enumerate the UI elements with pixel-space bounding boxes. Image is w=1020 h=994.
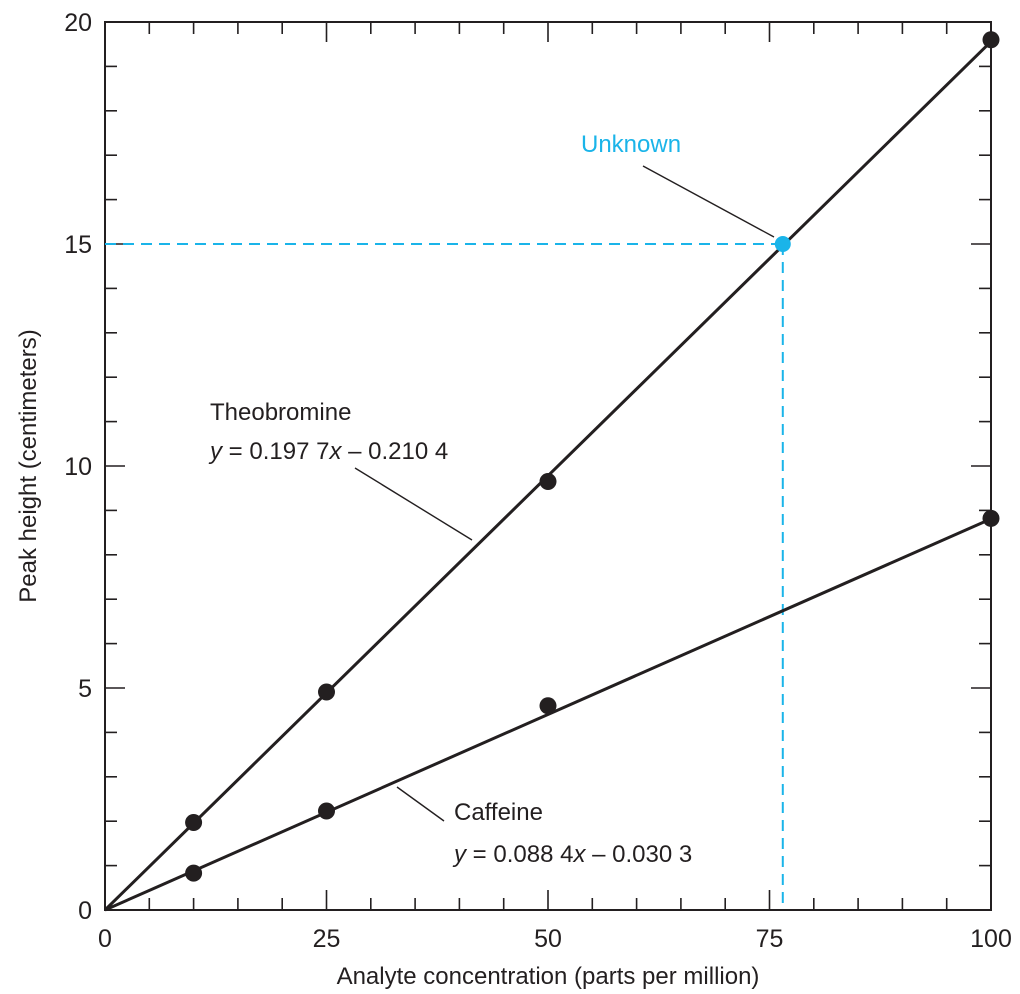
tick-marks bbox=[105, 22, 991, 910]
x-tick-label-25: 25 bbox=[313, 925, 341, 953]
theobromine-label: Theobromine bbox=[210, 399, 351, 426]
y-axis-title: Peak height (centimeters) bbox=[15, 329, 42, 602]
theobromine-point bbox=[185, 814, 203, 832]
y-tick-label-10: 10 bbox=[64, 453, 92, 481]
unknown-leader-line bbox=[642, 165, 775, 238]
theobromine-eq-coef: = 0.197 7 bbox=[222, 438, 329, 465]
caffeine-point bbox=[539, 697, 557, 715]
theobromine-point bbox=[318, 683, 335, 701]
y-tick-label-20: 20 bbox=[64, 9, 92, 37]
unknown-point bbox=[774, 236, 791, 252]
plot-frame bbox=[104, 21, 992, 911]
caffeine-eq-y: y bbox=[452, 841, 468, 868]
caffeine-leader-line bbox=[396, 786, 445, 822]
caffeine-fit-line bbox=[104, 517, 992, 912]
caffeine-eq-coef: = 0.088 4 bbox=[466, 841, 573, 868]
x-tick-label-50: 50 bbox=[534, 925, 562, 953]
x-tick-label-100: 100 bbox=[970, 925, 1012, 953]
caffeine-eq-x: x bbox=[572, 841, 586, 868]
theobromine-point bbox=[539, 473, 557, 491]
caffeine-point bbox=[982, 509, 1000, 527]
caffeine-equation: y = 0.088 4x – 0.030 3 bbox=[452, 841, 692, 868]
caffeine-point bbox=[185, 864, 203, 882]
x-axis-title: Analyte concentration (parts per million… bbox=[337, 963, 760, 990]
x-tick-labels: 0 25 50 75 100 bbox=[98, 925, 1012, 953]
x-tick-label-75: 75 bbox=[756, 925, 784, 953]
y-tick-label-0: 0 bbox=[78, 897, 92, 925]
unknown-label: Unknown bbox=[581, 131, 681, 158]
caffeine-eq-intercept: – 0.030 3 bbox=[585, 841, 692, 868]
x-tick-label-0: 0 bbox=[98, 925, 112, 953]
caffeine-points bbox=[185, 509, 1000, 882]
theobromine-points bbox=[185, 31, 1000, 832]
theobromine-eq-x: x bbox=[328, 438, 342, 465]
theobromine-point bbox=[982, 31, 1000, 49]
theobromine-eq-intercept: – 0.210 4 bbox=[341, 438, 448, 465]
caffeine-label: Caffeine bbox=[454, 799, 543, 826]
y-tick-labels: 0 5 10 15 20 bbox=[64, 9, 92, 925]
y-tick-label-5: 5 bbox=[78, 675, 92, 703]
theobromine-eq-y: y bbox=[208, 438, 224, 465]
theobromine-leader-line bbox=[354, 467, 473, 541]
theobromine-equation: y = 0.197 7x – 0.210 4 bbox=[208, 438, 448, 465]
caffeine-point bbox=[318, 802, 335, 820]
y-tick-label-15: 15 bbox=[64, 231, 92, 259]
